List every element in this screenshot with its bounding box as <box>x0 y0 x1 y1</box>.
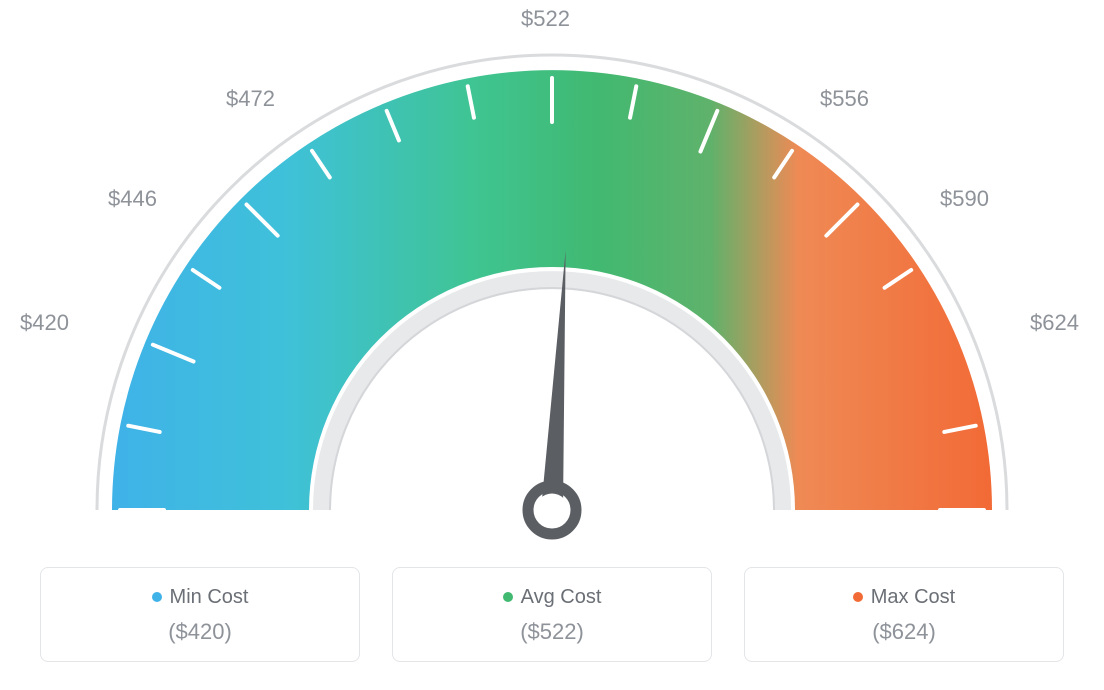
cost-summary-cards: Min Cost ($420) Avg Cost ($522) Max Cost… <box>40 567 1064 662</box>
max-cost-card: Max Cost ($624) <box>744 567 1064 662</box>
gauge-tick-label: $420 <box>20 310 69 336</box>
max-cost-title: Max Cost <box>757 586 1051 609</box>
max-cost-value: ($624) <box>757 619 1051 645</box>
avg-cost-card: Avg Cost ($522) <box>392 567 712 662</box>
gauge-tick-label: $472 <box>226 86 275 112</box>
gauge-tick-label: $624 <box>1030 310 1079 336</box>
avg-dot-icon <box>503 592 513 602</box>
gauge-chart: $420 $446 $472 $522 $556 $590 $624 <box>0 0 1104 560</box>
min-cost-value: ($420) <box>53 619 347 645</box>
gauge-tick-label: $446 <box>108 186 157 212</box>
avg-cost-label: Avg Cost <box>521 586 602 608</box>
gauge-tick-label: $590 <box>940 186 989 212</box>
avg-cost-value: ($522) <box>405 619 699 645</box>
gauge-tick-label: $522 <box>521 6 570 32</box>
gauge-svg <box>72 20 1032 540</box>
min-dot-icon <box>152 592 162 602</box>
min-cost-label: Min Cost <box>170 586 249 608</box>
avg-cost-title: Avg Cost <box>405 586 699 609</box>
max-dot-icon <box>853 592 863 602</box>
min-cost-card: Min Cost ($420) <box>40 567 360 662</box>
gauge-tick-label: $556 <box>820 86 869 112</box>
min-cost-title: Min Cost <box>53 586 347 609</box>
max-cost-label: Max Cost <box>871 586 955 608</box>
